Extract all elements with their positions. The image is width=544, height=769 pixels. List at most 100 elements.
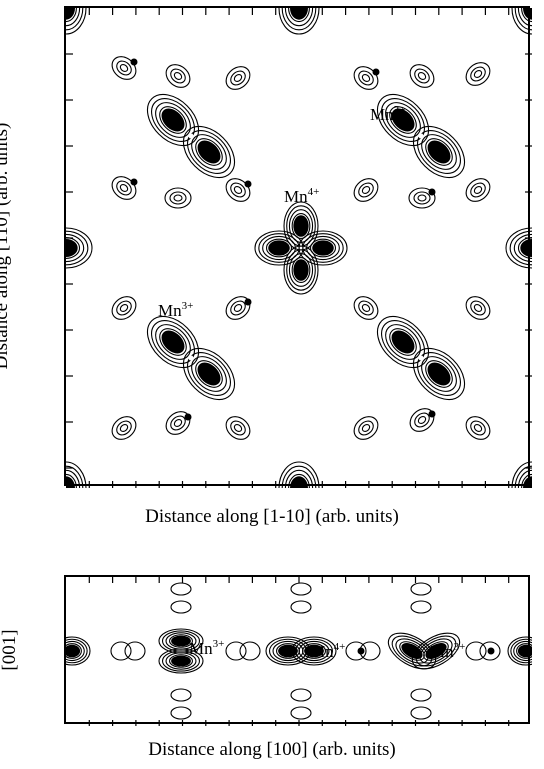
orbital-lobe [423,641,449,661]
orbital-lobe [389,328,417,356]
edge-orbital [507,636,532,666]
side-orbital [417,194,427,202]
orbital-lobe [283,245,319,295]
top-contour-plot [64,6,532,488]
side-orbital [417,416,427,424]
orbital-lobe [288,209,314,243]
vertical-orbital [290,600,312,614]
orbital-lobe [291,212,311,240]
side-orbital [173,194,183,202]
side-orbital [473,186,483,194]
edge-orbital [517,8,532,27]
orbital-lobe [195,138,223,166]
orbital-lobe [161,108,185,132]
side-orbital [470,66,486,82]
edge-orbital [281,8,317,31]
side-orbital [413,191,431,205]
edge-orbital [523,8,532,20]
side-orbital [473,70,483,78]
orbital-lobe [159,106,187,134]
bottom-contour-canvas [66,577,532,726]
side-orbital [479,641,501,661]
orbital-lobe [182,347,236,401]
vertical-orbital [170,582,192,596]
orbital-lobe [385,102,421,138]
top-x-axis-label: Distance along [1-10] (arb. units) [145,506,399,527]
top-contour-canvas [66,8,532,488]
edge-orbital [521,8,532,23]
orbital-lobe [391,108,415,132]
site-charge: 4+ [307,186,320,198]
orbital-lobe [191,134,227,170]
side-orbital [353,416,379,440]
orbital-node [418,133,424,139]
side-orbital [372,68,380,76]
orbital-lobe [197,140,221,164]
site-base: Mn [284,187,308,206]
side-orbital [465,641,487,661]
vertical-orbital [410,688,432,702]
side-orbital [225,66,251,90]
edge-orbital [290,8,308,20]
edge-orbital [514,8,532,31]
orbital-lobe [159,328,187,356]
side-orbital [233,424,243,432]
side-orbital [470,300,486,316]
side-orbital [358,70,374,86]
side-orbital [409,408,435,432]
side-orbital [353,178,379,202]
orbital-lobe [195,360,223,388]
orbital-lobe [262,235,296,261]
side-orbital [428,410,436,418]
orbital-lobe [427,140,451,164]
side-orbital [173,419,183,427]
side-orbital [173,72,183,80]
edge-orbital [66,8,75,20]
edge-orbital [290,476,308,488]
orbital-lobe [391,330,415,354]
side-orbital [409,64,435,88]
side-orbital [428,188,436,196]
side-orbital [465,296,491,320]
side-orbital [353,66,379,90]
side-orbital [465,178,491,202]
side-orbital [116,300,132,316]
orbital-lobe [155,324,191,360]
top-y-axis-label: Distance along [110] (arb. units) [0,122,12,370]
side-orbital [111,176,137,200]
orbital-lobe [412,125,466,179]
edge-orbital [523,476,532,488]
top-site-label-1: Mn3+ [370,104,405,125]
vertical-orbital [290,688,312,702]
edge-orbital [505,227,532,269]
orbital-lobe [391,635,433,667]
edge-orbital [278,461,320,488]
orbital-lobe [169,634,193,648]
bottom-contour-plot [64,575,532,726]
side-orbital [414,68,430,84]
side-orbital [361,424,371,432]
side-orbital [124,641,146,661]
side-orbital [164,187,192,209]
side-orbital [465,416,491,440]
side-orbital [116,420,132,436]
bottom-site-label-1: Mn3+ [189,638,224,659]
side-orbital [130,178,138,186]
site-charge: 4+ [333,641,346,653]
side-orbital [470,182,486,198]
orbital-lobe [376,315,430,369]
orbital-lobe [306,235,340,261]
orbital-lobe [165,652,197,670]
edge-orbital [517,237,532,259]
vertical-orbital [410,582,432,596]
side-orbital [361,186,371,194]
orbital-lobe [427,362,451,386]
orbital-lobe [376,93,430,147]
side-orbital [111,56,137,80]
orbital-lobe [191,356,227,392]
edge-orbital [520,239,532,257]
side-orbital [119,184,129,192]
edge-orbital [66,644,81,658]
site-charge: 3+ [393,104,406,116]
orbital-lobe [288,253,314,287]
